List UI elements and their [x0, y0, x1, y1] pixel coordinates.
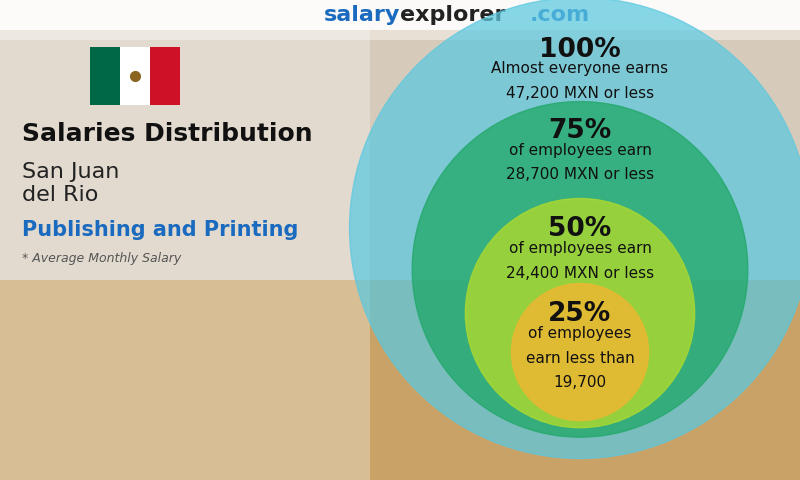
Text: 19,700: 19,700 — [554, 375, 606, 390]
Text: explorer: explorer — [400, 5, 506, 25]
FancyBboxPatch shape — [120, 47, 150, 105]
Text: Publishing and Printing: Publishing and Printing — [22, 220, 298, 240]
Text: 100%: 100% — [539, 36, 621, 62]
Text: 47,200 MXN or less: 47,200 MXN or less — [506, 86, 654, 101]
FancyBboxPatch shape — [0, 0, 800, 40]
Circle shape — [350, 0, 800, 458]
Text: Salaries Distribution: Salaries Distribution — [22, 122, 313, 146]
Text: San Juan: San Juan — [22, 162, 119, 182]
Text: salary: salary — [324, 5, 400, 25]
Text: .com: .com — [530, 5, 590, 25]
Text: earn less than: earn less than — [526, 351, 634, 366]
Text: Almost everyone earns: Almost everyone earns — [491, 61, 669, 76]
FancyBboxPatch shape — [150, 47, 180, 105]
Text: of employees earn: of employees earn — [509, 143, 651, 158]
Text: del Rio: del Rio — [22, 185, 98, 205]
Circle shape — [412, 102, 748, 437]
FancyBboxPatch shape — [0, 40, 800, 280]
Text: 25%: 25% — [548, 301, 612, 327]
FancyBboxPatch shape — [90, 47, 120, 105]
Text: of employees: of employees — [528, 326, 632, 341]
FancyBboxPatch shape — [0, 0, 370, 480]
FancyBboxPatch shape — [0, 0, 800, 30]
Circle shape — [511, 284, 649, 420]
Text: 28,700 MXN or less: 28,700 MXN or less — [506, 168, 654, 182]
Text: 50%: 50% — [548, 216, 612, 242]
FancyBboxPatch shape — [0, 280, 800, 480]
Text: of employees earn: of employees earn — [509, 241, 651, 256]
Text: 75%: 75% — [548, 118, 612, 144]
Text: 24,400 MXN or less: 24,400 MXN or less — [506, 265, 654, 281]
Text: * Average Monthly Salary: * Average Monthly Salary — [22, 252, 182, 265]
Circle shape — [466, 198, 694, 428]
